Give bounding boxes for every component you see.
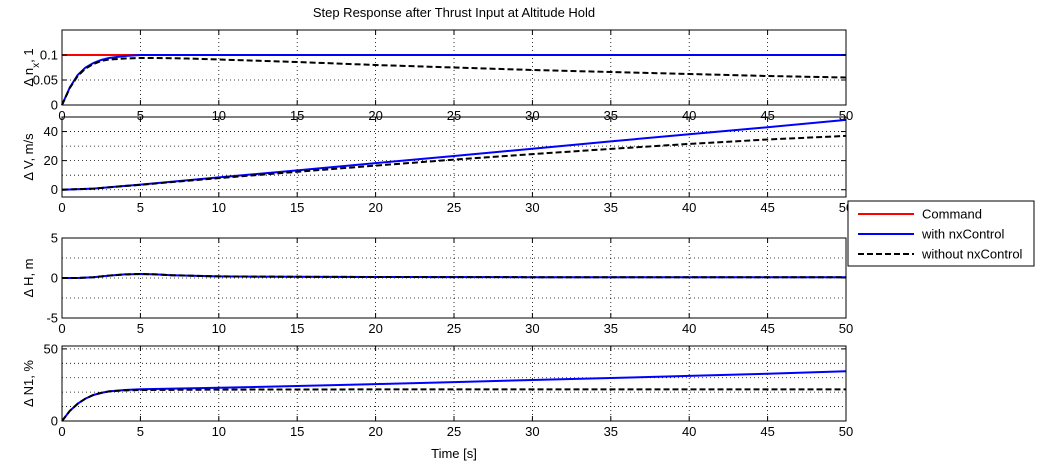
x-tick-label: 45: [760, 200, 774, 215]
y-tick-label: 0: [51, 98, 58, 113]
x-tick-label: 0: [58, 424, 65, 439]
y-tick-label: 50: [44, 341, 58, 356]
x-tick-label: 30: [525, 424, 539, 439]
series-without-nxcontrol: [61, 134, 847, 191]
y-tick-label: 0: [51, 414, 58, 429]
x-tick-label: 5: [137, 200, 144, 215]
legend: Command with nxControl without nxControl: [847, 200, 1035, 267]
y-axis-label: Δ H, m: [21, 258, 36, 297]
x-tick-label: 5: [137, 108, 144, 123]
y-tick-label: 0: [51, 182, 58, 197]
y-tick-label: 0.1: [40, 48, 58, 63]
series-without-nxcontrol: [61, 57, 847, 106]
x-tick-label: 50: [839, 321, 853, 336]
x-tick-label: 0: [58, 321, 65, 336]
legend-label: Command: [922, 207, 982, 222]
x-tick-label: 35: [604, 321, 618, 336]
panel-frame: [61, 345, 847, 422]
y-tick-label: 0: [51, 271, 58, 286]
x-tick-label: 15: [290, 108, 304, 123]
x-tick-label: 45: [760, 108, 774, 123]
x-tick-label: 5: [137, 321, 144, 336]
x-tick-label: 20: [368, 321, 382, 336]
x-tick-label: 15: [290, 321, 304, 336]
x-tick-label: 10: [212, 108, 226, 123]
x-tick-label: 45: [760, 321, 774, 336]
series-with-nxcontrol: [61, 118, 847, 191]
x-tick-label: 0: [58, 108, 65, 123]
y-tick-label: -5: [46, 311, 58, 326]
chart-title: Step Response after Thrust Input at Alti…: [313, 5, 595, 20]
x-tick-label: 30: [525, 200, 539, 215]
x-tick-label: 25: [447, 424, 461, 439]
x-tick-label: 30: [525, 108, 539, 123]
x-tick-label: 35: [604, 424, 618, 439]
x-tick-label: 10: [212, 321, 226, 336]
y-tick-label: 5: [51, 231, 58, 246]
y-axis-label: Δ V, m/s: [21, 133, 36, 181]
x-tick-label: 40: [682, 108, 696, 123]
x-tick-label: 20: [368, 424, 382, 439]
x-tick-label: 50: [839, 424, 853, 439]
x-tick-label: 45: [760, 424, 774, 439]
x-tick-label: 0: [58, 200, 65, 215]
x-tick-label: 35: [604, 200, 618, 215]
x-tick-label: 15: [290, 424, 304, 439]
x-tick-label: 15: [290, 200, 304, 215]
x-tick-label: 40: [682, 321, 696, 336]
x-axis-label: Time [s]: [431, 446, 477, 461]
x-tick-label: 30: [525, 321, 539, 336]
series-without-nxcontrol: [62, 272, 846, 279]
y-tick-label: 20: [44, 153, 58, 168]
x-tick-label: 40: [682, 200, 696, 215]
x-tick-label: 25: [447, 321, 461, 336]
x-tick-label: 35: [604, 108, 618, 123]
y-axis-label: Δ N1, %: [21, 360, 36, 407]
legend-label: without nxControl: [921, 247, 1023, 262]
x-tick-label: 10: [212, 200, 226, 215]
x-tick-label: 20: [368, 200, 382, 215]
x-tick-label: 25: [447, 108, 461, 123]
x-tick-label: 25: [447, 200, 461, 215]
y-tick-label: 40: [44, 124, 58, 139]
legend-label: with nxControl: [921, 227, 1004, 242]
x-tick-label: 10: [212, 424, 226, 439]
panel-4: 0 5 10 15 20 25 30 35 40 45 50 0 50 Δ N1, %: [21, 341, 853, 439]
series-without-nxcontrol: [61, 388, 846, 422]
x-tick-label: 40: [682, 424, 696, 439]
x-tick-label: 5: [137, 424, 144, 439]
x-tick-label: 20: [368, 108, 382, 123]
y-tick-label: 0.05: [33, 73, 58, 88]
